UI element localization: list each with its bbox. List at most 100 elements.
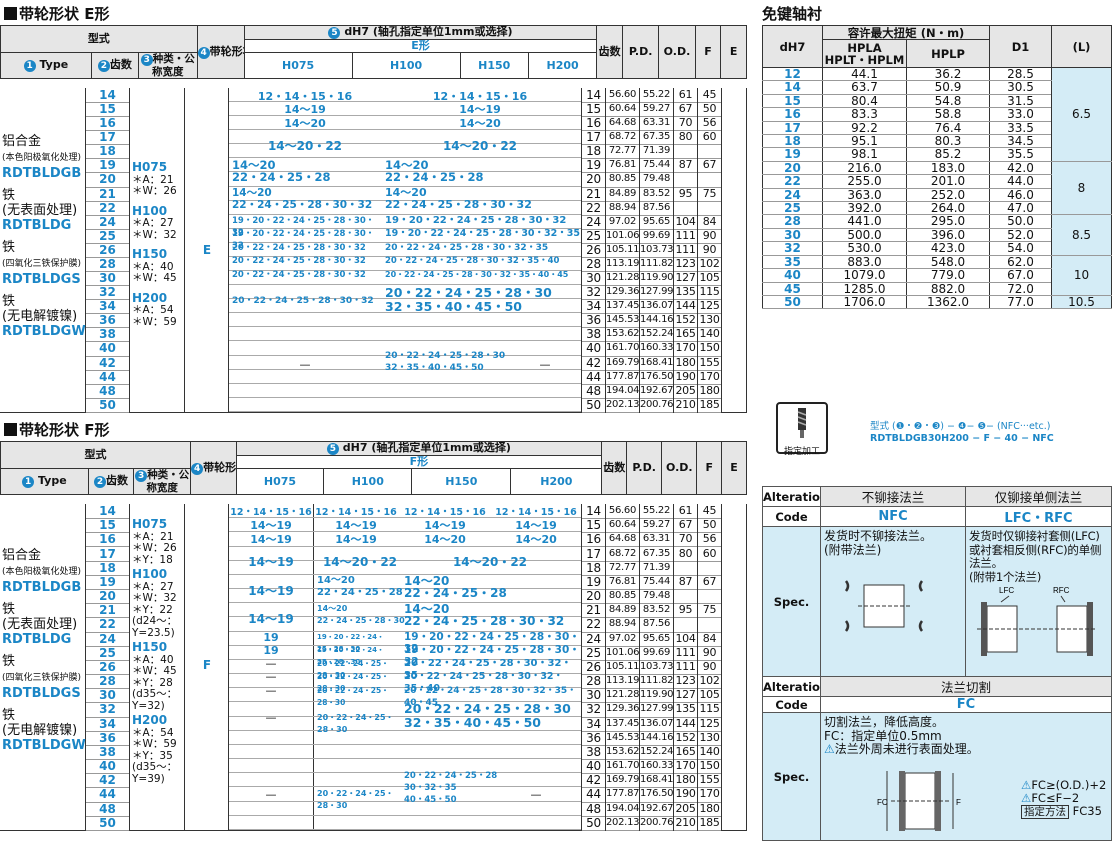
e-bore-r25-b: 19・20・22・24・25・28・30・32・35 (385, 228, 580, 239)
e-spec-15-4: 50 (698, 102, 721, 118)
e-spec-44-2: 176.50 (640, 370, 674, 385)
e-header: E (720, 25, 747, 79)
e-bore-r38-a: — (299, 358, 311, 371)
e-spec-16-4: 56 (698, 116, 721, 132)
e-bore-r24-b: 19・20・22・24・25・28・30・32 (385, 215, 567, 226)
e-spec-14-1: 56.60 (606, 88, 639, 104)
alt-fc-spec: 切割法兰，降低高度。 FC：指定单位0.5mm ⚠法兰外周未进行表面处理。 FC… (820, 712, 1112, 841)
f-rows: 14 14 56.60 55.22 61 45 15 15 60.64 59.27 67 50 16 16… (0, 504, 747, 831)
e-spec-36-1: 145.53 (606, 313, 640, 329)
material-fe: 铁 (无表面处理) RDTBLDG (2, 188, 78, 233)
shaft-cell: 548.0 (906, 254, 990, 270)
f-bore-r21-075: 14～19 (248, 612, 294, 626)
e-bore-r19-b: 14～20 22・24・25・28 (385, 158, 484, 184)
f-spec-42-4: 155 (698, 773, 721, 789)
e-spec-22-1: 88.94 (606, 201, 639, 216)
f-spec-15-1: 60.64 (606, 518, 639, 534)
f-od-header: O.D. (661, 441, 698, 495)
e-spec-18-2: 71.39 (640, 144, 673, 160)
e-teeth-26: 26 (86, 243, 129, 258)
e-spec-19-2: 75.44 (640, 158, 673, 174)
e-bore-r16-a: 14～20 (284, 117, 326, 130)
e-spec-15-3: 67 (674, 102, 697, 118)
shaft-cell: 32 (762, 241, 823, 256)
f-spec-28-4: 102 (698, 674, 721, 690)
e-rows: 14 14 56.60 55.22 61 45 15 15 60.64 59.27 67 50 16 16… (0, 88, 747, 413)
e-spec-20-4 (698, 172, 721, 188)
f-bore-r19-rest: 14～20 22・24・25・28 (404, 574, 507, 600)
e-spec-24-3: 104 (674, 215, 697, 230)
pd-header: P.D. (621, 25, 660, 79)
e-row-line (229, 368, 581, 370)
e-bore-r15-a: 14～19 (284, 103, 326, 116)
f-spec-34-4: 125 (698, 717, 721, 732)
f-teeth-17: 17 (86, 547, 129, 562)
shaft-cell: 183.0 (906, 160, 990, 176)
e-spec-14-2: 55.22 (640, 88, 673, 104)
e-spec-38-2: 152.24 (640, 327, 674, 343)
shaft-row: 50 1706.0 1362.0 77.0 10.5 (762, 294, 1112, 310)
f-bore-r24-rest: 19・20・22・24・25・28・30・32 (404, 631, 580, 655)
e-row-line (229, 326, 581, 328)
f-spec-14-4: 45 (698, 504, 721, 520)
e-teeth-15: 15 (86, 102, 129, 118)
f-spec-30-0: 30 (582, 688, 605, 704)
shaft-cell: 1706.0 (822, 294, 907, 310)
shaft-cell: 76.4 (906, 121, 990, 136)
shaft-cell: 30.5 (989, 80, 1052, 95)
kind-h100: H100 ＊A：27 ＊W：32 (132, 203, 177, 241)
shaft-cell: 54.0 (989, 241, 1052, 256)
f-row-line (229, 531, 581, 533)
f-spec-30-4: 105 (698, 688, 721, 704)
e-bore-r21-b: 14～20 22・24・25・28・30・32 (385, 186, 532, 211)
f-teeth-32: 32 (86, 702, 129, 718)
e-spec-48-1: 194.04 (606, 384, 640, 399)
e-spec-14-0: 14 (582, 88, 605, 104)
shaft-cell: 1362.0 (906, 294, 990, 310)
f-row-line (229, 743, 581, 745)
shaft-cell: 80.4 (822, 94, 907, 109)
f-bore-r17-rest: 14～20・22 (452, 555, 528, 569)
e-teeth-32: 32 (86, 285, 129, 301)
f-teeth-50: 50 (86, 816, 129, 831)
e-spec-25-0: 25 (582, 229, 605, 244)
e-spec-19-1: 76.81 (606, 158, 639, 174)
f-spec-20-1: 80.85 (606, 589, 639, 605)
f-teeth-22: 22 (86, 617, 129, 633)
f-spec-42-1: 169.79 (606, 773, 640, 789)
lfc-label: LFC (999, 586, 1014, 595)
e-spec-28-1: 113.19 (606, 257, 640, 273)
f-spec-17-1: 68.72 (606, 547, 639, 562)
e-bore-r28-a: 20・22・24・25・28・30・32 (232, 256, 366, 266)
shaft-l-value: 6.5 (1051, 67, 1112, 162)
f-bore-r17-075: 14～19 (248, 555, 294, 569)
e-spec-36-2: 144.16 (640, 313, 674, 329)
f-spec-38-1: 153.62 (606, 745, 640, 761)
type-header-cn: 型式 (0, 25, 198, 53)
shaft-cell: 22 (762, 174, 823, 189)
shaft-cell: 80.3 (906, 134, 990, 149)
e-spec-21-1: 84.89 (606, 187, 639, 202)
f-spec-18-4 (698, 561, 721, 576)
e-bore-r17-b: 14～20・22 (442, 139, 518, 153)
e-spec-50-2: 200.76 (640, 398, 674, 413)
e-row-line (229, 171, 581, 173)
rfc-label: RFC (1053, 586, 1070, 595)
e-materials: 铝合金 (本色阳极氧化处理) RDTBLDGB 铁 (无表面处理) RDTBLDG 铁(… (2, 134, 86, 339)
e-spec-25-1: 101.06 (606, 229, 640, 244)
e-spec-50-0: 50 (582, 398, 605, 413)
e-teeth-14: 14 (86, 88, 129, 104)
e-spec-50-3: 210 (674, 398, 697, 413)
shaft-row: 22 255.0 201.0 44.0 (762, 174, 1112, 189)
e-spec-34-4: 125 (698, 299, 721, 315)
f-teeth-44: 44 (86, 787, 129, 803)
f-bore-r15-150: 14～19 (424, 519, 466, 532)
e-row-line (229, 143, 581, 145)
f-col-h150: H150 (411, 468, 512, 495)
f-spec-16-2: 63.31 (640, 532, 673, 548)
e-spec-20-1: 80.85 (606, 172, 639, 188)
shaft-cell: 30 (762, 228, 823, 243)
teeth-header-2: 齿数 (596, 25, 623, 79)
f-spec-25-0: 25 (582, 646, 605, 661)
e-spec-21-0: 21 (582, 187, 605, 202)
